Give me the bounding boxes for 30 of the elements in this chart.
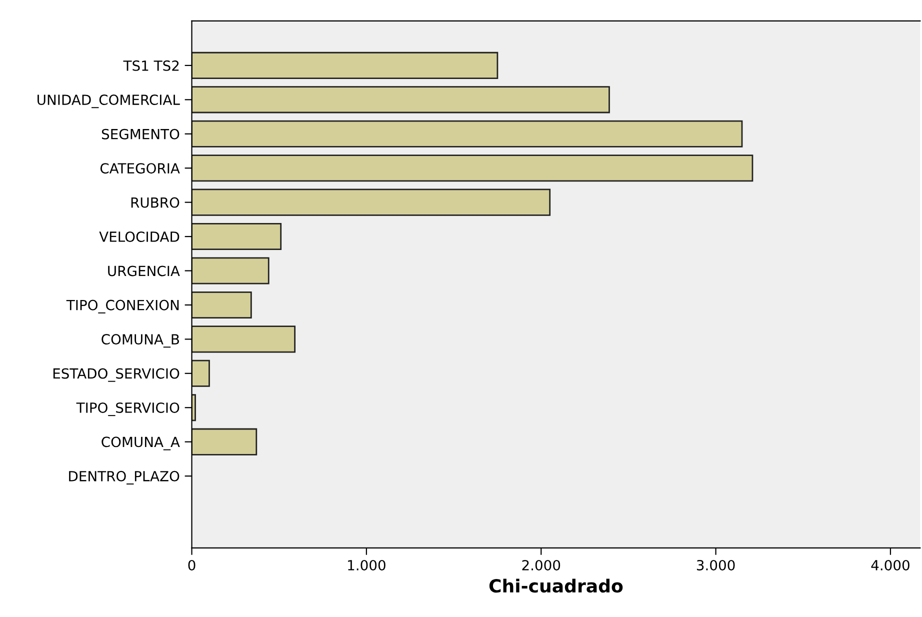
bar (192, 360, 210, 387)
y-tick-label: CATEGORIA (100, 163, 180, 174)
bar (192, 257, 270, 284)
y-tick-label: TIPO_SERVICIO (76, 402, 180, 416)
x-tick-label: 4.000 (871, 560, 910, 570)
bar (192, 223, 282, 250)
bar (192, 326, 296, 353)
x-tick-label: 0 (188, 560, 196, 570)
y-tick-label: ESTADO_SERVICIO (53, 368, 180, 382)
bar (192, 120, 743, 148)
y-tick-label: RUBRO (131, 197, 180, 208)
x-tick-label: 3.000 (696, 560, 735, 570)
bar (192, 291, 252, 318)
y-tick-label: TS1 TS2 (123, 60, 179, 71)
y-tick-label: UNIDAD_COMERCIAL (38, 94, 180, 108)
y-tick-label: COMUNA_A (102, 436, 180, 450)
x-tick-label: 2.000 (522, 560, 560, 570)
y-tick-label: DENTRO_PLAZO (69, 470, 180, 484)
bar (192, 86, 610, 114)
x-axis-title: Chi-cuadrado (489, 578, 623, 593)
y-tick-label: URGENCIA (108, 266, 180, 276)
bar (192, 52, 498, 79)
bar (192, 154, 754, 182)
y-tick-label: COMUNA_B (102, 334, 179, 348)
bar (192, 188, 551, 216)
y-tick-label: TIPO_CONEXION (66, 300, 179, 314)
y-tick-label: VELOCIDAD (99, 232, 180, 242)
x-tick-label: 1.000 (348, 560, 386, 570)
y-tick-label: SEGMENTO (102, 128, 180, 140)
bar (192, 428, 258, 456)
